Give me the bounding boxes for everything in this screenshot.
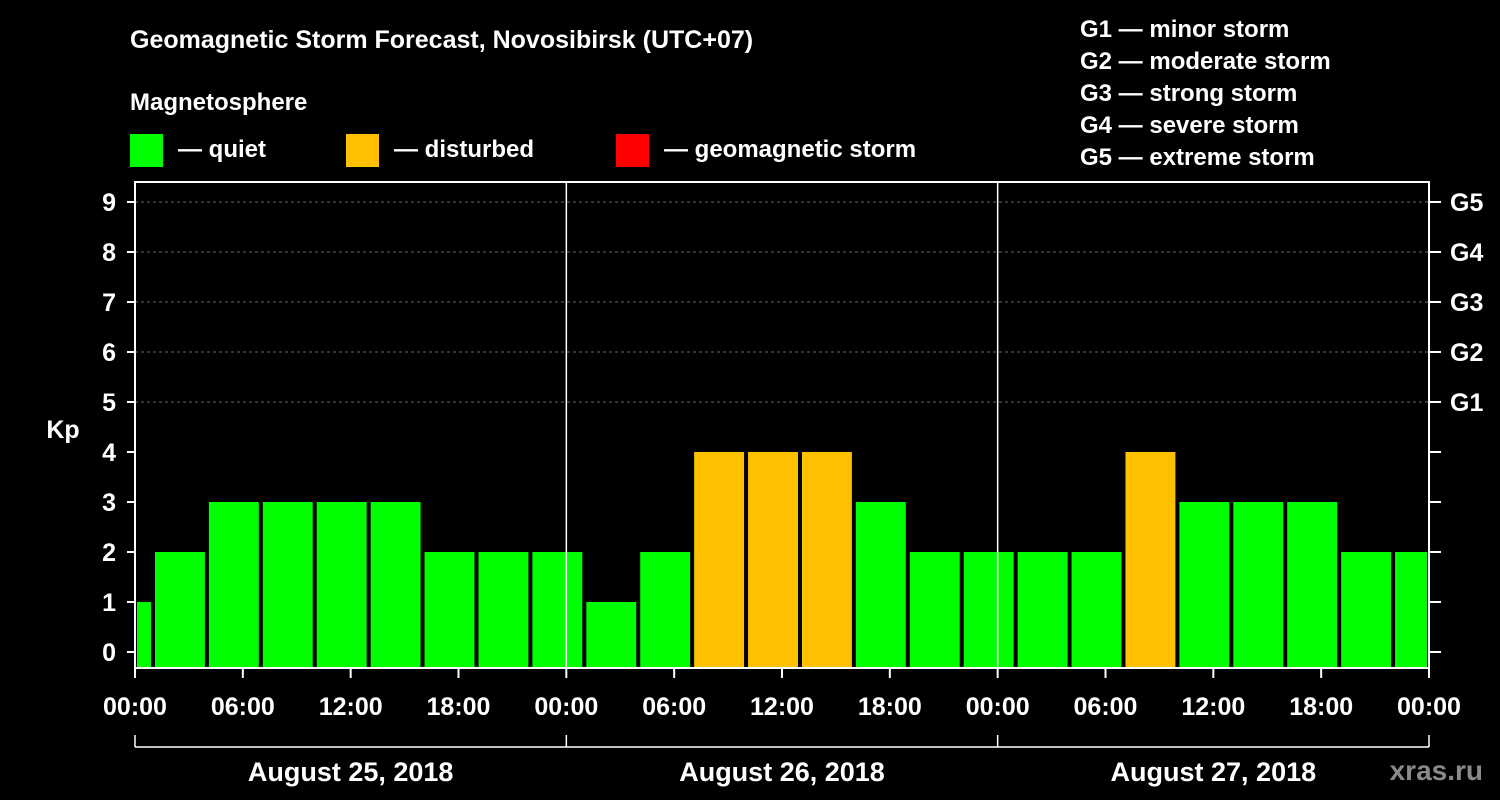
legend-storm-label: — geomagnetic storm — [664, 136, 916, 163]
y-tick-label: 4 — [102, 439, 116, 467]
kp-bar — [801, 452, 852, 668]
chart-title: Geomagnetic Storm Forecast, Novosibirsk … — [130, 26, 753, 54]
kp-bar — [1233, 502, 1284, 668]
kp-bar — [1017, 552, 1068, 668]
kp-bar — [262, 502, 313, 668]
x-tick-label: 06:00 — [211, 693, 275, 721]
kp-bar — [1287, 502, 1338, 668]
kp-bar — [1341, 552, 1392, 668]
kp-bar — [316, 502, 367, 668]
g-scale-g2: G2 — moderate storm — [1080, 48, 1331, 75]
y-tick-label: 3 — [102, 489, 116, 517]
day-label: August 26, 2018 — [679, 757, 885, 787]
y-tick-label: 6 — [102, 339, 116, 367]
kp-bar — [424, 552, 475, 668]
y-tick-label: 7 — [102, 289, 116, 317]
kp-bar — [154, 552, 205, 668]
x-tick-label: 12:00 — [319, 693, 383, 721]
storm-level-label: G2 — [1450, 339, 1483, 367]
x-tick-label: 12:00 — [750, 693, 814, 721]
kp-bar — [963, 552, 1014, 668]
g-scale-legend: G1 — minor storm G2 — moderate storm G3 … — [1080, 16, 1331, 171]
status-legend: — quiet — disturbed — geomagnetic storm — [130, 134, 916, 167]
kp-bar — [640, 552, 691, 668]
storm-level-label: G5 — [1450, 189, 1483, 217]
kp-bar — [532, 552, 583, 668]
kp-bar — [586, 602, 637, 668]
kp-bar — [1179, 502, 1230, 668]
storm-level-label: G4 — [1450, 239, 1483, 267]
y-tick-label: 9 — [102, 189, 116, 217]
x-tick-label: 00:00 — [1397, 693, 1461, 721]
kp-bar — [208, 502, 259, 668]
y-tick-label: 5 — [102, 389, 116, 417]
x-tick-label: 06:00 — [1074, 693, 1138, 721]
day-label: August 25, 2018 — [248, 757, 454, 787]
legend-quiet-swatch — [130, 134, 163, 167]
legend-storm-swatch — [616, 134, 649, 167]
kp-bar — [137, 602, 151, 668]
kp-bar — [694, 452, 745, 668]
storm-level-label: G1 — [1450, 389, 1483, 417]
legend-quiet-label: — quiet — [178, 136, 266, 163]
kp-bar — [909, 552, 960, 668]
g-scale-g3: G3 — strong storm — [1080, 80, 1297, 107]
chart-subtitle: Magnetosphere — [130, 89, 307, 116]
g-scale-g1: G1 — minor storm — [1080, 16, 1289, 43]
y-axis-label: Kp — [46, 416, 79, 444]
storm-level-label: G3 — [1450, 289, 1483, 317]
x-tick-label: 18:00 — [1289, 693, 1353, 721]
legend-disturbed-swatch — [346, 134, 379, 167]
x-tick-label: 12:00 — [1181, 693, 1245, 721]
kp-bar — [478, 552, 529, 668]
kp-bar — [1125, 452, 1176, 668]
g-scale-g4: G4 — severe storm — [1080, 112, 1299, 139]
y-tick-label: 2 — [102, 539, 116, 567]
y-tick-label: 1 — [102, 589, 116, 617]
y-tick-label: 0 — [102, 639, 116, 667]
x-tick-label: 00:00 — [103, 693, 167, 721]
g-scale-g5: G5 — extreme storm — [1080, 144, 1315, 171]
kp-bar — [1395, 552, 1427, 668]
x-tick-label: 18:00 — [427, 693, 491, 721]
x-tick-label: 06:00 — [642, 693, 706, 721]
kp-bar — [855, 502, 906, 668]
kp-bar — [370, 502, 421, 668]
legend-disturbed-label: — disturbed — [394, 136, 534, 163]
watermark: xras.ru — [1390, 755, 1483, 786]
kp-bar — [748, 452, 798, 668]
x-tick-label: 00:00 — [966, 693, 1030, 721]
y-tick-label: 8 — [102, 239, 116, 267]
kp-bar — [1071, 552, 1122, 668]
day-label: August 27, 2018 — [1111, 757, 1317, 787]
x-tick-label: 18:00 — [858, 693, 922, 721]
x-tick-label: 00:00 — [534, 693, 598, 721]
plot-area: 0 1 2 3 4 5 6 7 8 9 G1 G2 G3 G4 G5 00:00 06:00 12:00 18:00… — [102, 181, 1483, 787]
